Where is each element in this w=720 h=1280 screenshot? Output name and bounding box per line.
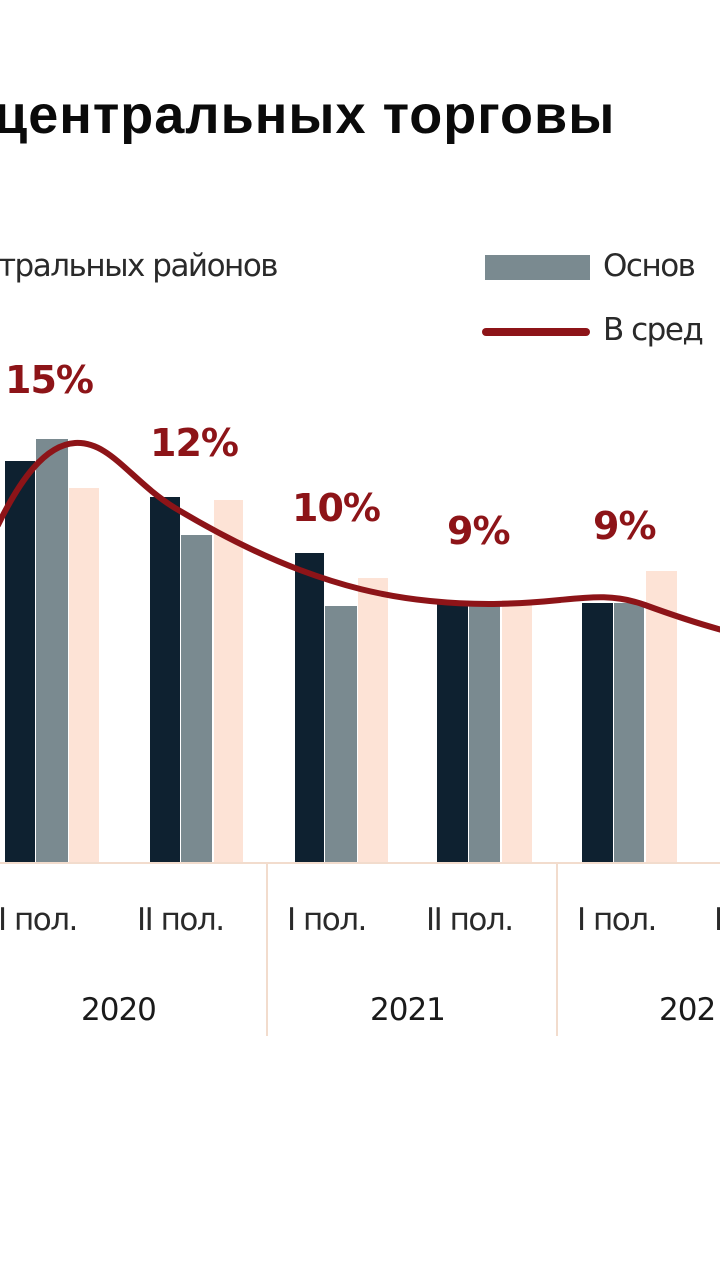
year-label: 2021 xyxy=(370,992,446,1028)
chart-title: центральных торговы xyxy=(0,85,616,145)
bar xyxy=(150,497,180,862)
bar xyxy=(358,578,388,862)
legend-label-main: Основ xyxy=(603,248,696,284)
x-tick-label: I пол. xyxy=(287,902,367,938)
x-tick-label: II пол. xyxy=(137,902,225,938)
bar xyxy=(36,439,68,862)
legend-swatch-average-line xyxy=(482,328,590,336)
value-label: 9% xyxy=(447,509,511,553)
x-tick-label: I xyxy=(714,902,720,938)
bar xyxy=(181,535,212,862)
bar xyxy=(469,605,500,862)
value-label: 12% xyxy=(150,421,239,465)
x-tick-label: I пол. xyxy=(577,902,657,938)
value-label: 10% xyxy=(292,486,381,530)
bar xyxy=(5,461,35,862)
bar xyxy=(325,606,357,862)
bar xyxy=(646,571,677,862)
legend-label-central-districts: тральных районов xyxy=(0,248,279,284)
bar xyxy=(502,600,532,862)
bar xyxy=(69,488,99,862)
bar xyxy=(437,603,468,862)
bar xyxy=(295,553,324,862)
average-line xyxy=(0,439,720,633)
value-label: 9% xyxy=(593,504,657,548)
value-label: 15% xyxy=(5,358,94,402)
bar xyxy=(614,603,644,862)
bar xyxy=(582,603,613,862)
legend-label-average: В сред xyxy=(603,312,704,348)
year-label: 2020 xyxy=(81,992,157,1028)
bar xyxy=(214,500,243,862)
year-label: 202 xyxy=(659,992,716,1028)
legend-swatch-main xyxy=(485,255,590,280)
x-tick-label: II пол. xyxy=(426,902,514,938)
x-tick-label: I пол. xyxy=(0,902,78,938)
